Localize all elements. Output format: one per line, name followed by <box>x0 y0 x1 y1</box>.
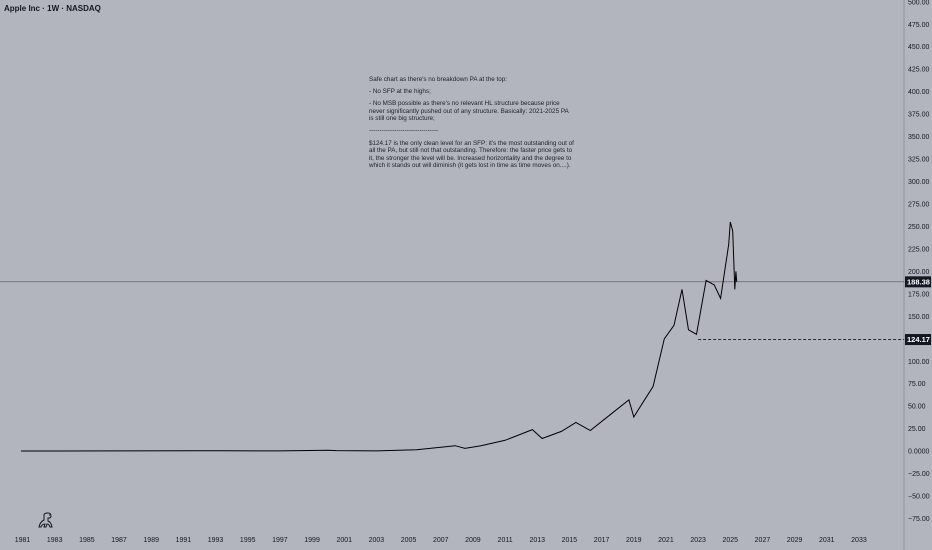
price-tick-label: 475.00 <box>908 22 930 29</box>
annotation-note[interactable]: Safe chart as there's no breakdown PA at… <box>369 76 574 174</box>
price-tick-label: 150.00 <box>908 314 930 321</box>
time-tick-label: 1981 <box>15 537 31 544</box>
time-tick-label: 2017 <box>594 537 610 544</box>
price-tag-label: 124.17 <box>907 335 930 344</box>
price-tick-label: −25.00 <box>908 471 930 478</box>
time-tick-label: 1999 <box>304 537 320 544</box>
time-tick-label: 2009 <box>465 537 481 544</box>
price-tick-label: 375.00 <box>908 112 930 119</box>
time-tick-label: 2011 <box>498 537 513 544</box>
time-tick-label: 2019 <box>626 537 642 544</box>
price-tick-label: 300.00 <box>908 179 930 186</box>
chart-title: Apple Inc · 1W · NASDAQ <box>4 4 101 13</box>
time-tick-label: 2007 <box>433 537 449 544</box>
time-tick-label: 2021 <box>658 537 674 544</box>
time-tick-label: 2033 <box>851 537 867 544</box>
annotation-line: - No SFP at the highs; <box>369 88 431 96</box>
time-tick-label: 2005 <box>401 537 417 544</box>
time-tick-label: 2031 <box>819 537 835 544</box>
price-tick-label: 225.00 <box>908 246 930 253</box>
price-tag-background <box>905 334 931 346</box>
time-tick-label: 2023 <box>690 537 706 544</box>
price-levels <box>0 281 904 340</box>
annotation-line: $124.17 is the only clean level for an S… <box>369 139 574 170</box>
time-tick-label: 1989 <box>143 537 159 544</box>
price-tick-label: −75.00 <box>908 516 930 523</box>
price-tick-label: 275.00 <box>908 201 930 208</box>
time-tick-label: 1997 <box>272 537 288 544</box>
price-tick-label: 250.00 <box>908 224 930 231</box>
price-tick-label: 500.00 <box>908 0 930 6</box>
price-tick-label: 75.00 <box>908 381 926 388</box>
annotation-line: - No MSB possible as there's no relevant… <box>369 100 569 123</box>
price-tick-label: 350.00 <box>908 134 930 141</box>
price-tick-label: 25.00 <box>908 426 926 433</box>
time-tick-label: 1985 <box>79 537 95 544</box>
price-series-line <box>20 221 738 452</box>
time-tick-label: 1991 <box>176 537 192 544</box>
time-tick-label: 1987 <box>111 537 127 544</box>
price-tick-label: 425.00 <box>908 67 930 74</box>
time-tick-label: 2029 <box>787 537 803 544</box>
price-tick-label: 400.00 <box>908 89 930 96</box>
price-tick-label: 175.00 <box>908 291 930 298</box>
annotation-line: Safe chart as there's no breakdown PA at… <box>369 76 507 83</box>
time-tick-label: 2003 <box>369 537 385 544</box>
dino-logo-icon[interactable] <box>38 511 54 531</box>
price-tags: 188.38 124.17 <box>905 276 931 346</box>
time-axis[interactable]: 1981 1983 1985 1987 1989 1991 1993 1995 1997 1999… <box>15 537 867 544</box>
price-tick-label: −50.00 <box>908 494 930 501</box>
price-tag-label: 188.38 <box>907 277 930 286</box>
time-tick-label: 2027 <box>755 537 771 544</box>
price-tick-label: 325.00 <box>908 157 930 164</box>
time-tick-label: 2015 <box>562 537 578 544</box>
price-axis[interactable]: 500.00 475.00 450.00 425.00 400.00 375.00 350.… <box>908 0 930 523</box>
time-tick-label: 1995 <box>240 537 256 544</box>
price-tick-label: 200.00 <box>908 269 930 276</box>
time-tick-label: 2013 <box>529 537 545 544</box>
time-tick-label: 2025 <box>722 537 738 544</box>
price-tick-label: 450.00 <box>908 44 930 51</box>
time-tick-label: 1993 <box>208 537 224 544</box>
price-tick-label: 100.00 <box>908 359 930 366</box>
time-tick-label: 1983 <box>47 537 63 544</box>
annotation-line: --------------------------------- <box>369 127 439 135</box>
time-tick-label: 2001 <box>336 537 352 544</box>
price-tag-background <box>905 276 931 288</box>
price-tick-label: 0.0000 <box>908 449 930 456</box>
price-tick-label: 50.00 <box>908 404 926 411</box>
